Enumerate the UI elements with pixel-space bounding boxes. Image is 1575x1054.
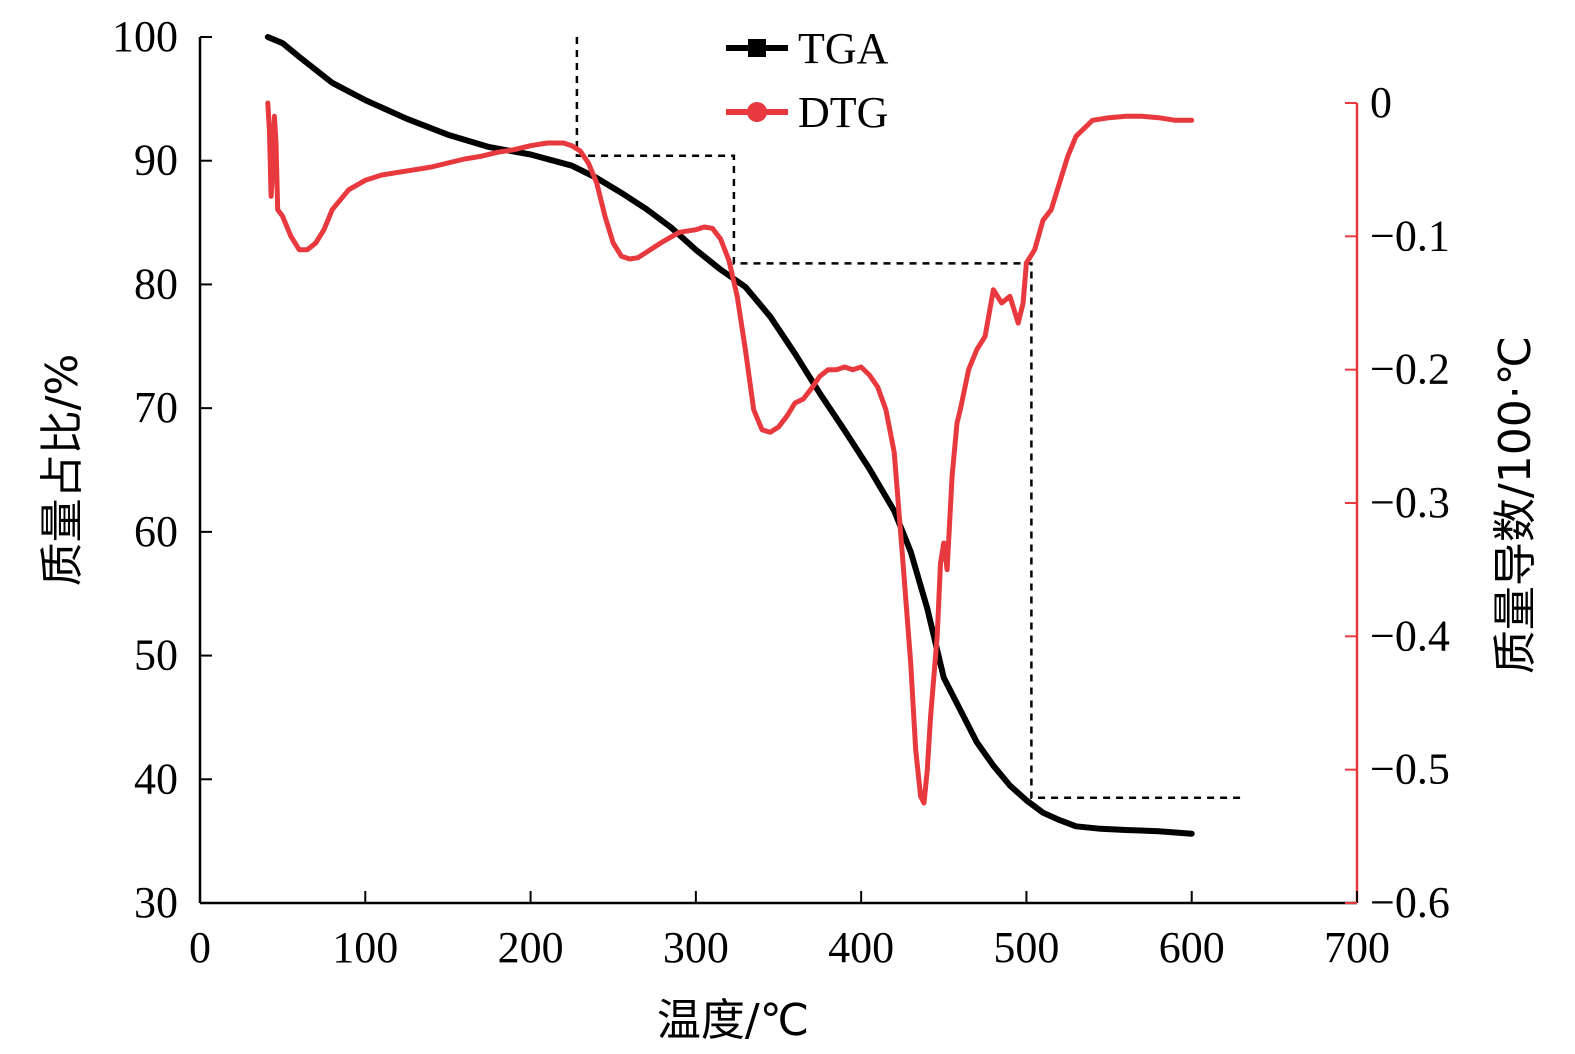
- y-right-tick-label: −0.5: [1370, 745, 1450, 794]
- y-left-tick-label: 90: [134, 136, 178, 185]
- x-tick-label: 200: [498, 923, 564, 972]
- y-left-tick-label: 40: [134, 754, 178, 803]
- legend-label-dtg: DTG: [798, 88, 888, 137]
- y-right-tick-label: −0.3: [1370, 478, 1450, 527]
- x-tick-label: 700: [1324, 923, 1390, 972]
- y-right-tick-label: −0.4: [1370, 611, 1450, 660]
- y-left-tick-label: 60: [134, 507, 178, 556]
- axes: 0 100 200 300 400 500 600 700 30 40 50 60 70 80 90 100 0…: [112, 12, 1450, 972]
- y-left-tick-label: 100: [112, 12, 178, 61]
- y-left-axis-title: 质量占比/%: [37, 354, 88, 587]
- legend-label-tga: TGA: [798, 24, 889, 73]
- y-right-axis-title: 质量导数/100·℃: [1490, 336, 1541, 674]
- y-right-tick-label: −0.6: [1370, 878, 1450, 927]
- y-right-tick-label: 0: [1370, 78, 1392, 127]
- y-left-tick-label: 80: [134, 259, 178, 308]
- series-line-dtg: [265, 100, 1195, 806]
- x-tick-label: 100: [332, 923, 398, 972]
- y-left-tick-label: 30: [134, 878, 178, 927]
- x-axis-title: 温度/℃: [657, 995, 809, 1046]
- series-line-tga: [264, 34, 1195, 837]
- x-tick-label: 0: [189, 923, 211, 972]
- y-left-tick-label: 70: [134, 383, 178, 432]
- x-tick-label: 400: [828, 923, 894, 972]
- dashed-step-guide: [575, 37, 1245, 800]
- legend-marker-square: [748, 39, 766, 57]
- legend: TGA DTG: [726, 24, 889, 137]
- x-tick-label: 300: [663, 923, 729, 972]
- data-series: [264, 34, 1195, 837]
- step-guide-lines: [575, 37, 1245, 800]
- x-tick-label: 600: [1159, 923, 1225, 972]
- legend-marker-circle: [747, 102, 767, 122]
- y-left-tick-label: 50: [134, 631, 178, 680]
- x-tick-label: 500: [993, 923, 1059, 972]
- y-right-tick-label: −0.2: [1370, 345, 1450, 394]
- y-right-tick-label: −0.1: [1370, 211, 1450, 260]
